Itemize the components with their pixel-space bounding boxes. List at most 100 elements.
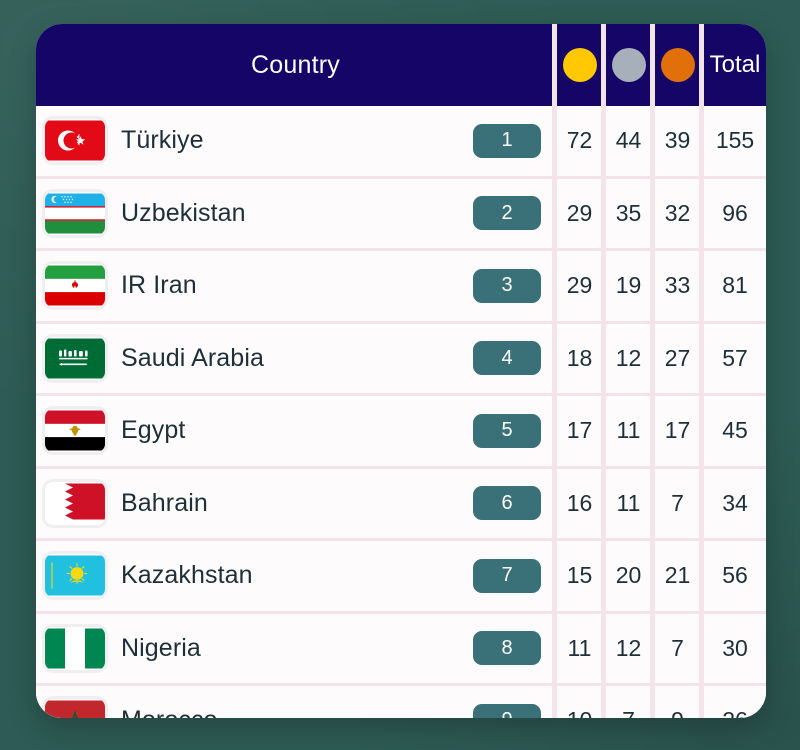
total-count: 155 [699, 106, 766, 176]
country-cell: Egypt 5 [36, 396, 555, 466]
total-count: 26 [699, 686, 766, 718]
header-total: Total [699, 24, 766, 106]
flag-morocco-icon [45, 699, 105, 718]
total-count: 57 [699, 323, 766, 394]
bronze-count: 17 [650, 396, 702, 466]
flag-egypt-icon [45, 409, 105, 453]
bronze-count: 32 [650, 178, 702, 249]
header-country: Country [36, 24, 555, 106]
country-name: Kazakhstan [121, 561, 253, 590]
gold-count: 15 [552, 541, 604, 611]
total-count: 56 [699, 541, 766, 611]
gold-count: 10 [552, 686, 604, 718]
bronze-count: 21 [650, 541, 702, 611]
silver-count: 7 [601, 686, 653, 718]
header-gold [552, 24, 604, 106]
country-cell: Türkiye 1 [36, 106, 555, 176]
flag-uzbekistan-icon [45, 191, 105, 235]
country-name: Saudi Arabia [121, 343, 264, 372]
flag-wrapper [45, 626, 105, 670]
bronze-count: 27 [650, 323, 702, 394]
rank-wrapper: 8 [473, 631, 541, 666]
table-row[interactable]: Saudi Arabia 4 18 12 27 57 [36, 320, 766, 394]
country-cell: IR Iran 3 [36, 251, 555, 321]
total-count: 30 [699, 613, 766, 684]
silver-count: 11 [601, 468, 653, 539]
rank-badge: 3 [473, 268, 541, 303]
country-cell: Morocco 9 [36, 686, 555, 718]
flag-wrapper [45, 336, 105, 380]
table-row[interactable]: Nigeria 8 11 12 7 30 [36, 610, 766, 684]
flag-wrapper [45, 699, 105, 718]
table-row[interactable]: IR Iran 3 29 19 33 81 [36, 248, 766, 321]
table-row[interactable]: Morocco9107926 [36, 683, 766, 718]
bronze-count: 7 [650, 613, 702, 684]
bronze-medal-icon [660, 48, 695, 82]
country-name: Morocco [121, 706, 218, 718]
bronze-count: 39 [650, 106, 702, 176]
flag-wrapper [45, 119, 105, 163]
flag-bahrain-icon [45, 481, 105, 525]
flag-iran-icon [45, 264, 105, 308]
header-total-label: Total [709, 51, 761, 78]
country-name: Bahrain [121, 488, 208, 517]
gold-count: 11 [552, 613, 604, 684]
rank-wrapper: 6 [473, 486, 541, 521]
country-cell: Nigeria 8 [36, 614, 555, 684]
rank-wrapper: 7 [473, 558, 541, 593]
country-cell: Saudi Arabia 4 [36, 324, 555, 394]
gold-count: 17 [552, 396, 604, 466]
flag-kazakhstan-icon [45, 554, 105, 598]
country-name: IR Iran [121, 271, 197, 300]
total-count: 45 [699, 396, 766, 466]
rank-wrapper: 9 [473, 703, 541, 718]
silver-count: 20 [601, 541, 653, 611]
rank-badge: 4 [473, 341, 541, 376]
rank-badge: 9 [473, 703, 541, 718]
silver-count: 11 [601, 396, 653, 466]
country-cell: Kazakhstan 7 [36, 541, 555, 611]
silver-count: 12 [601, 613, 653, 684]
table-row[interactable]: Uzbekistan 2 29 35 32 96 [36, 175, 766, 249]
table-row[interactable]: Türkiye 1 72 44 39 155 [36, 106, 766, 176]
flag-nigeria-icon [45, 626, 105, 670]
flag-wrapper [45, 409, 105, 453]
gold-count: 29 [552, 178, 604, 249]
header-silver [601, 24, 653, 106]
table-row[interactable]: Kazakhstan 7 15 20 21 56 [36, 538, 766, 611]
silver-count: 12 [601, 323, 653, 394]
flag-wrapper [45, 191, 105, 235]
table-body: Türkiye 1 72 44 39 155 Uzbekistan 2 29 35 32 96 IR I… [36, 106, 766, 718]
total-count: 34 [699, 468, 766, 539]
table-row[interactable]: Egypt 5 17 11 17 45 [36, 393, 766, 466]
table-row[interactable]: Bahrain 6 16 11 7 34 [36, 465, 766, 539]
silver-count: 19 [601, 251, 653, 321]
rank-wrapper: 5 [473, 413, 541, 448]
bronze-count: 9 [650, 686, 702, 718]
rank-badge: 5 [473, 413, 541, 448]
rank-wrapper: 1 [473, 123, 541, 158]
country-cell: Uzbekistan 2 [36, 179, 555, 249]
rank-wrapper: 3 [473, 268, 541, 303]
gold-count: 72 [552, 106, 604, 176]
country-name: Uzbekistan [121, 198, 246, 227]
country-name: Türkiye [121, 126, 204, 155]
gold-count: 18 [552, 323, 604, 394]
flag-wrapper [45, 264, 105, 308]
rank-badge: 7 [473, 558, 541, 593]
rank-wrapper: 2 [473, 196, 541, 231]
silver-medal-icon [611, 48, 646, 82]
silver-count: 35 [601, 178, 653, 249]
gold-medal-icon [562, 48, 597, 82]
rank-badge: 1 [473, 123, 541, 158]
flag-wrapper [45, 554, 105, 598]
rank-wrapper: 4 [473, 341, 541, 376]
rank-badge: 2 [473, 196, 541, 231]
gold-count: 29 [552, 251, 604, 321]
rank-badge: 8 [473, 631, 541, 666]
medal-table-card: Country Total Türkiye 1 72 44 39 155 Uzbekista… [36, 24, 766, 718]
country-name: Egypt [121, 416, 186, 445]
total-count: 96 [699, 178, 766, 249]
rank-badge: 6 [473, 486, 541, 521]
country-cell: Bahrain 6 [36, 469, 555, 539]
